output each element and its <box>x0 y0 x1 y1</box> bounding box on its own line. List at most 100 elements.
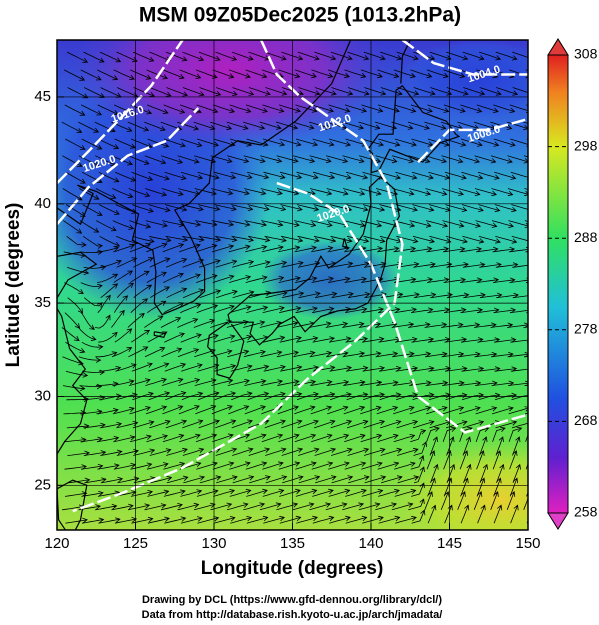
streamline <box>529 465 537 483</box>
streamline <box>462 262 486 268</box>
streamline <box>310 379 333 386</box>
streamline <box>215 87 238 96</box>
streamline <box>493 138 516 147</box>
streamline <box>463 87 486 96</box>
streamline <box>328 276 351 283</box>
streamline <box>477 138 500 147</box>
streamline <box>474 155 497 164</box>
streamline <box>375 188 399 196</box>
axes: 120 125 130 135 140 145 150 25 30 35 40 45 <box>34 40 541 552</box>
streamline <box>245 104 269 113</box>
streamline <box>161 377 184 386</box>
streamline <box>311 433 333 443</box>
streamline <box>164 332 185 343</box>
streamline <box>231 391 253 401</box>
streamline <box>81 104 103 116</box>
streamline <box>182 288 205 299</box>
streamline <box>181 363 203 372</box>
streamline <box>66 396 90 403</box>
streamline <box>380 475 403 484</box>
streamline <box>277 220 300 228</box>
streamline <box>78 356 102 363</box>
streamline <box>195 243 218 253</box>
streamline <box>264 51 287 61</box>
streamline <box>265 447 287 456</box>
streamline <box>506 491 516 510</box>
streamline <box>146 69 169 80</box>
streamline <box>493 504 503 524</box>
streamline <box>96 435 120 443</box>
streamline <box>97 294 111 313</box>
streamline <box>178 220 202 227</box>
streamline <box>297 235 320 243</box>
streamline <box>361 138 385 147</box>
streamline <box>309 502 331 511</box>
streamline <box>378 488 400 497</box>
colorbar-tick-label: 308 <box>574 46 598 62</box>
streamline <box>67 477 91 484</box>
streamline <box>529 52 550 60</box>
streamline <box>113 435 136 443</box>
streamline <box>146 104 169 115</box>
streamline <box>410 455 425 470</box>
streamline <box>231 259 255 268</box>
streamline <box>312 138 335 147</box>
streamline <box>160 317 182 328</box>
streamline <box>330 51 353 61</box>
streamline <box>180 516 203 524</box>
streamline <box>278 433 300 443</box>
streamline <box>265 260 288 268</box>
streamline <box>408 351 432 358</box>
streamline <box>523 326 528 328</box>
colorbar-extend-bottom <box>547 512 569 530</box>
streamline <box>149 448 172 456</box>
streamline <box>441 188 465 196</box>
streamline <box>396 447 419 456</box>
streamline <box>362 365 386 372</box>
streamline <box>260 188 283 196</box>
streamline <box>409 380 432 386</box>
streamline <box>344 433 366 443</box>
streamline <box>130 462 153 470</box>
streamline <box>162 433 185 443</box>
streamline <box>112 220 135 230</box>
streamline <box>244 220 268 227</box>
streamline <box>292 321 316 328</box>
streamline <box>163 104 186 114</box>
streamline <box>100 476 124 484</box>
streamline <box>443 307 467 314</box>
streamline <box>494 171 517 180</box>
streamline <box>496 87 519 96</box>
streamline <box>377 69 400 79</box>
streamline <box>461 366 485 372</box>
streamline <box>325 321 349 328</box>
streamline <box>462 420 485 429</box>
streamline <box>128 188 151 198</box>
streamline <box>199 289 222 299</box>
streamline <box>196 138 219 147</box>
streamline <box>495 420 518 429</box>
streamline <box>508 220 528 228</box>
streamline <box>314 261 337 268</box>
streamline <box>457 322 481 328</box>
streamline <box>100 449 123 456</box>
streamline <box>331 475 354 484</box>
streamline <box>212 104 235 114</box>
streamline <box>294 433 317 443</box>
streamline <box>410 277 434 283</box>
streamline <box>230 334 253 343</box>
streamline <box>443 69 466 79</box>
streamline <box>345 488 367 497</box>
streamline <box>363 447 386 456</box>
streamline <box>247 364 270 372</box>
streamline <box>162 243 185 253</box>
streamline <box>343 380 366 386</box>
streamline <box>230 364 253 372</box>
streamline <box>64 312 81 329</box>
streamline <box>262 488 285 497</box>
streamline <box>127 503 151 511</box>
y-tick-label: 30 <box>34 387 51 404</box>
streamline <box>511 204 528 213</box>
y-axis-label: Latitude (degrees) <box>3 203 24 368</box>
isobar <box>57 40 184 184</box>
